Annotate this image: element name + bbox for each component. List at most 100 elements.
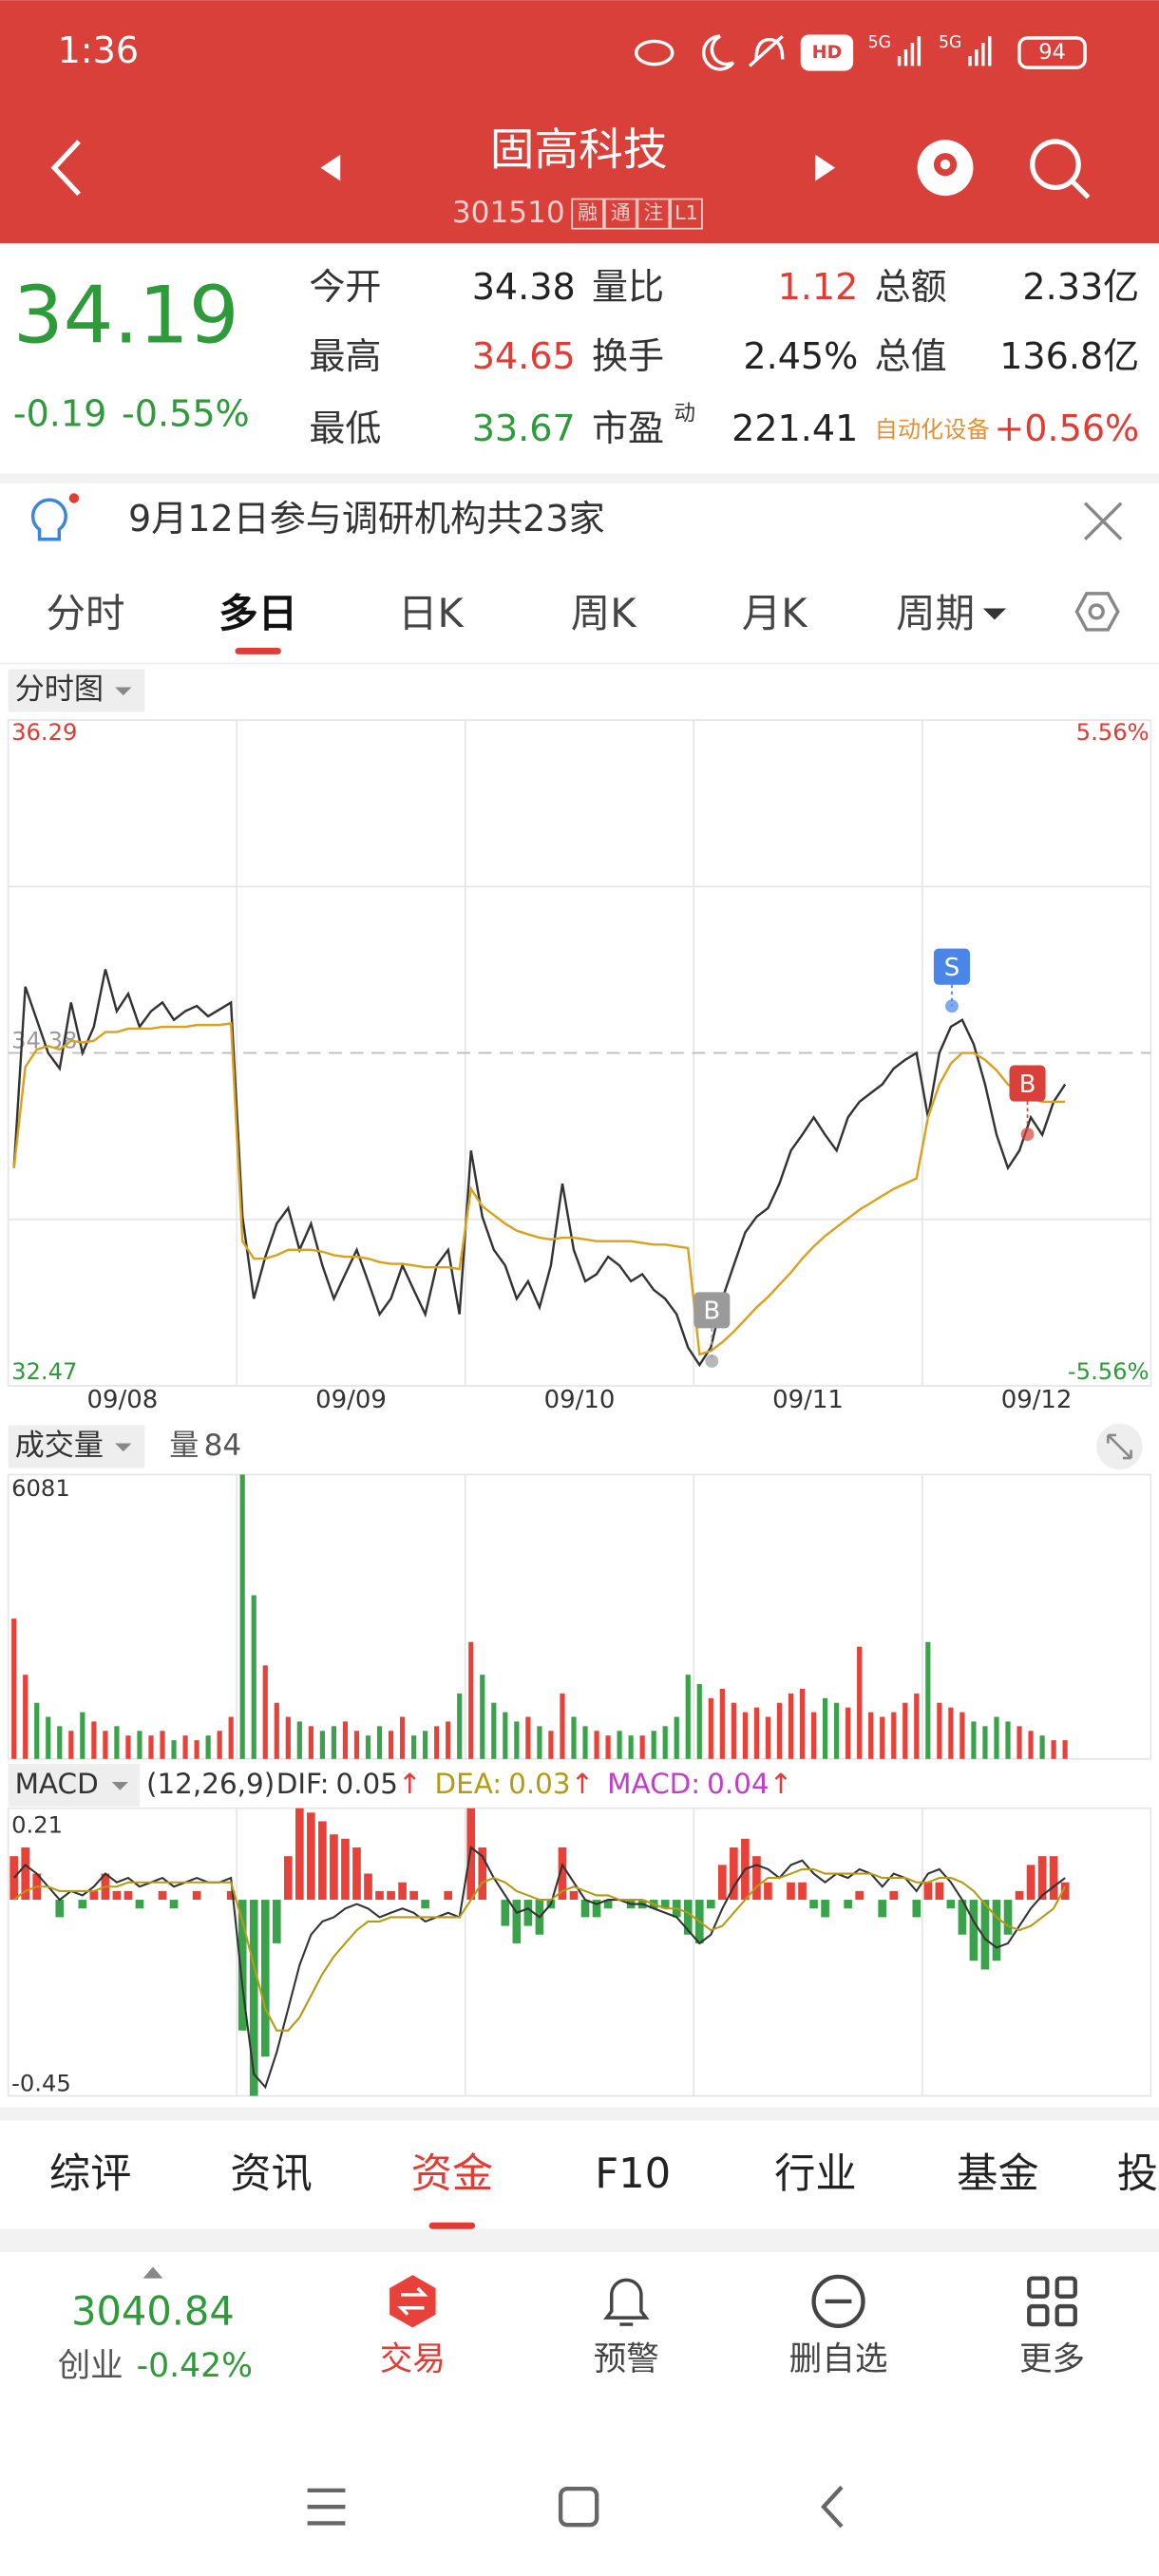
chart-tab[interactable]: 日K (398, 590, 466, 636)
volume-bar (331, 1726, 337, 1759)
macd-bar (260, 1900, 270, 2057)
volume-bar (628, 1735, 634, 1759)
back-button[interactable] (50, 140, 81, 197)
bottom-tab[interactable]: 投 (1117, 2150, 1158, 2198)
volume-bar (719, 1688, 725, 1759)
macd-bar (249, 1900, 258, 2096)
volume-bar (205, 1735, 211, 1759)
system-nav[interactable] (307, 2485, 844, 2529)
bottom-tab[interactable]: 综评 (49, 2150, 132, 2198)
trade-marker (1009, 1065, 1046, 1102)
trade-marker-label: S (944, 954, 960, 982)
trade-icon[interactable] (390, 2275, 436, 2328)
expand-button[interactable] (1096, 1423, 1143, 1470)
x-tick-label: 09/09 (315, 1386, 387, 1414)
badge-box (571, 198, 604, 230)
chart-tab[interactable]: 多日 (218, 590, 297, 636)
nav-label[interactable]: 预警 (594, 2340, 659, 2378)
volume-bar (1051, 1740, 1056, 1759)
macd-bar (226, 1890, 236, 1901)
badge: L1 (674, 201, 698, 224)
trade-marker-label: B (1019, 1070, 1036, 1099)
volume-bar (902, 1702, 908, 1759)
nav-label[interactable]: 交易 (380, 2340, 446, 2378)
macd-bar (946, 1900, 956, 1909)
bottom-tab[interactable]: 资金 (411, 2150, 494, 2198)
bottom-tab[interactable]: F10 (595, 2150, 671, 2198)
volume-bar (182, 1735, 188, 1759)
volume-bar (434, 1726, 440, 1759)
volume-bar (639, 1735, 645, 1759)
tab-indicator (235, 647, 281, 654)
volume-label: 量 (169, 1429, 199, 1463)
macd-bar (295, 1808, 304, 1901)
alert-icon[interactable] (603, 2278, 650, 2326)
quote-value: 136.8亿 (999, 335, 1139, 377)
bottom-tab[interactable]: 行业 (774, 2150, 857, 2198)
chart-tab[interactable]: 分时 (46, 590, 124, 636)
volume-bar (982, 1726, 988, 1759)
status-time: 1:36 (58, 29, 139, 71)
macd-bar (821, 1900, 829, 1918)
price-line (12, 969, 1067, 1368)
volume-bar (365, 1735, 371, 1759)
notice-icon (30, 493, 80, 541)
more-icon[interactable] (1027, 2276, 1077, 2327)
notice-close[interactable] (1083, 502, 1123, 540)
chart-tab[interactable]: 月K (742, 590, 809, 636)
nav-label[interactable]: 更多 (1019, 2340, 1085, 2378)
volume-bar (651, 1731, 656, 1759)
remove-icon[interactable] (811, 2274, 865, 2328)
macd-bar (444, 1890, 453, 1901)
volume-bar (674, 1716, 679, 1759)
y2-tick-label: 5.56% (1076, 719, 1150, 746)
nav-label[interactable]: 删自选 (789, 2340, 888, 2378)
bottom-tab[interactable]: 基金 (957, 2150, 1039, 2198)
volume-bar (446, 1721, 451, 1759)
volume-bar (582, 1726, 588, 1759)
volume-bar (742, 1712, 748, 1759)
bottom-tab[interactable]: 资讯 (230, 2150, 313, 2198)
settings-icon[interactable] (1074, 592, 1120, 632)
prev-stock[interactable] (320, 154, 341, 181)
volume-bar (80, 1712, 86, 1759)
volume-bar (960, 1712, 965, 1759)
trade-marker-label: B (703, 1297, 720, 1326)
y2-tick-label: -5.56% (1068, 1358, 1150, 1385)
macd-bar (272, 1900, 281, 1943)
volume-bar (891, 1712, 897, 1759)
notice-text[interactable]: 9月12日参与调研机构共23家 (128, 498, 605, 540)
volume-bar (1005, 1721, 1011, 1759)
chart-tab[interactable]: 周期 (896, 590, 975, 636)
search-button[interactable] (1030, 139, 1091, 199)
macd-bar (283, 1856, 293, 1901)
volume-bar (68, 1731, 74, 1759)
dropdown-arrow (111, 1782, 128, 1790)
volume-bar (194, 1740, 200, 1759)
mascot-icon[interactable] (917, 140, 974, 197)
next-stock[interactable] (815, 154, 836, 181)
macd-bar (706, 1900, 715, 1909)
divider (0, 2107, 1159, 2121)
index-name: 创业 (58, 2347, 124, 2385)
volume-bar (376, 1726, 383, 1759)
chart-frame (7, 1807, 1152, 2097)
y-tick-label: 32.47 (11, 1358, 77, 1385)
volume-bar (537, 1726, 542, 1759)
quote-value: +0.56% (994, 407, 1139, 449)
badge-box (603, 198, 637, 230)
volume-bar (753, 1707, 760, 1759)
volume-bar (251, 1595, 256, 1759)
chart-title: MACD (15, 1768, 99, 1800)
chart-tab[interactable]: 周K (571, 590, 638, 636)
volume-bar (137, 1731, 142, 1759)
dea-line (13, 1867, 1067, 2032)
marker-dot (705, 1354, 719, 1368)
quote-label: 最低 (309, 407, 381, 449)
macd-bar (1049, 1856, 1058, 1901)
average-line (12, 1022, 1066, 1356)
macd-bar (158, 1890, 167, 1901)
volume-bar (239, 1474, 245, 1759)
volume-bar (548, 1731, 554, 1759)
volume-bar (491, 1702, 497, 1759)
